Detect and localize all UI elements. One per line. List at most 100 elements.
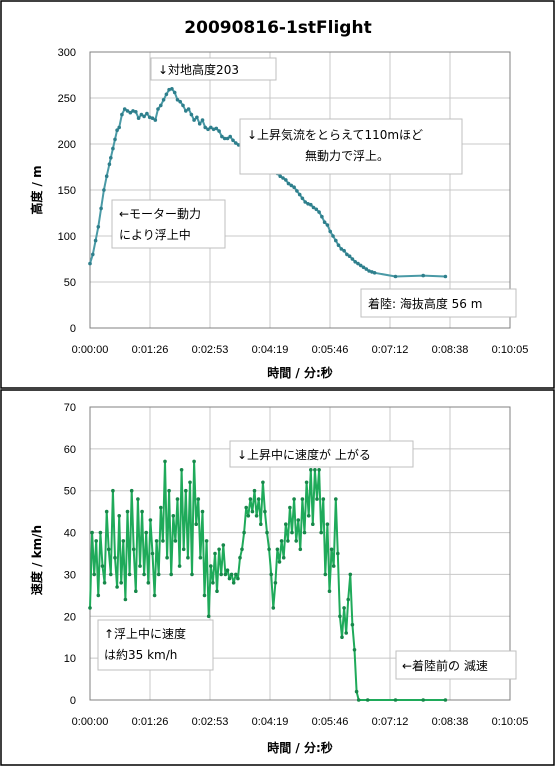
speed-data-point (317, 468, 321, 472)
altitude-y-tick-label: 100 (58, 231, 76, 243)
altitude-chart-frame (0, 0, 555, 389)
speed-data-point (342, 606, 346, 610)
altitude-data-point (421, 273, 426, 278)
altitude-data-point (195, 115, 199, 120)
speed-data-point (102, 581, 107, 585)
speed-data-point (256, 497, 261, 501)
speed-data-point (227, 576, 232, 581)
speed-series (88, 459, 448, 702)
altitude-data-point (367, 269, 371, 273)
altitude-data-point (325, 223, 330, 227)
speed-data-point (196, 497, 201, 501)
speed-data-point (129, 488, 134, 493)
speed-data-point (279, 539, 284, 543)
speed-data-point (334, 497, 338, 501)
altitude-data-point (122, 107, 127, 111)
altitude-data-point (170, 87, 174, 91)
altitude-data-point (286, 181, 291, 186)
speed-data-point (152, 593, 157, 598)
speed-data-point (275, 547, 280, 552)
altitude-data-point (350, 257, 355, 261)
altitude-data-point (217, 129, 221, 133)
altitude-data-point (128, 110, 133, 115)
altitude-data-point (107, 162, 112, 166)
speed-data-point (336, 551, 340, 556)
speed-data-point (117, 514, 121, 518)
speed-data-point (300, 497, 305, 501)
speed-data-point (204, 539, 209, 543)
speed-data-point (94, 539, 98, 543)
altitude-data-point (134, 110, 138, 114)
speed-data-point (171, 514, 176, 518)
speed-data-point (150, 551, 155, 556)
altitude-data-point (278, 174, 283, 178)
speed-data-point (115, 585, 119, 589)
altitude-data-point (300, 196, 305, 201)
speed-series-line (89, 460, 446, 701)
speed-data-point (198, 555, 203, 560)
speed-x-tick-label: 0:05:46 (312, 716, 349, 728)
altitude-data-point (295, 189, 299, 193)
altitude-data-point (345, 252, 349, 257)
speed-y-tick-label: 70 (64, 402, 76, 414)
speed-data-point (234, 572, 238, 577)
altitude-data-point (203, 125, 207, 130)
altitude-data-point (186, 107, 191, 111)
speed-data-point (184, 488, 188, 493)
altitude-data-point (306, 202, 310, 206)
speed-data-point (244, 505, 248, 510)
speed-data-point (165, 555, 169, 560)
altitude-chart-title: 20090816-1stFlight (184, 18, 371, 38)
speed-data-point (302, 530, 307, 535)
speed-data-point (238, 555, 242, 560)
speed-data-point (288, 505, 292, 510)
altitude-data-point (136, 116, 141, 120)
altitude-x-tick-label: 0:00:00 (72, 344, 109, 356)
speed-data-point (421, 698, 426, 702)
annotation-landing-text: 着陸: 海抜高度 56 m (368, 296, 482, 311)
altitude-data-point (231, 138, 235, 143)
speed-data-point (134, 589, 138, 593)
speed-data-point (286, 539, 290, 543)
speed-data-point (356, 698, 361, 702)
speed-data-point (267, 547, 271, 552)
speed-data-point (111, 488, 115, 493)
speed-data-point (225, 568, 230, 572)
altitude-data-point (109, 156, 113, 160)
speed-data-point (313, 468, 317, 472)
speed-x-axis-label: 時間 / 分:秒 (267, 740, 333, 755)
altitude-y-tick-label: 50 (64, 277, 76, 289)
speed-data-point (215, 589, 219, 593)
speed-data-point (229, 572, 234, 577)
speed-data-point (315, 497, 319, 501)
speed-data-point (281, 555, 286, 560)
speed-data-point (325, 522, 330, 526)
speed-data-point (352, 648, 357, 652)
altitude-data-point (322, 220, 327, 224)
altitude-data-point (156, 107, 160, 111)
speed-x-ticks: 0:00:00 0:01:26 0:02:53 0:04:19 0:05:46 0:07:… (72, 716, 529, 728)
altitude-data-point (96, 225, 101, 229)
speed-data-point (269, 572, 274, 577)
altitude-plot-area (89, 51, 511, 329)
altitude-data-point (117, 125, 121, 130)
speed-data-point (186, 555, 190, 560)
altitude-y-tick-label: 0 (70, 323, 76, 335)
altitude-data-point (153, 118, 158, 122)
altitude-data-point (206, 127, 210, 132)
altitude-data-point (361, 265, 366, 270)
speed-data-point (121, 539, 126, 543)
speed-y-ticks: 0 10 20 30 40 50 60 70 (64, 402, 76, 707)
speed-x-tick-label: 0:01:26 (132, 716, 169, 728)
speed-data-point (338, 614, 342, 619)
speed-data-point (284, 522, 288, 526)
speed-data-point (202, 593, 207, 598)
altitude-data-point (284, 178, 288, 182)
annotation-float-speed-line1: ↑浮上中に速度 (104, 626, 186, 641)
speed-data-point (306, 514, 311, 518)
altitude-data-point (234, 141, 238, 145)
altitude-data-point (145, 111, 149, 116)
speed-data-point (123, 597, 128, 602)
speed-data-point (273, 581, 278, 585)
altitude-data-point (113, 137, 117, 142)
